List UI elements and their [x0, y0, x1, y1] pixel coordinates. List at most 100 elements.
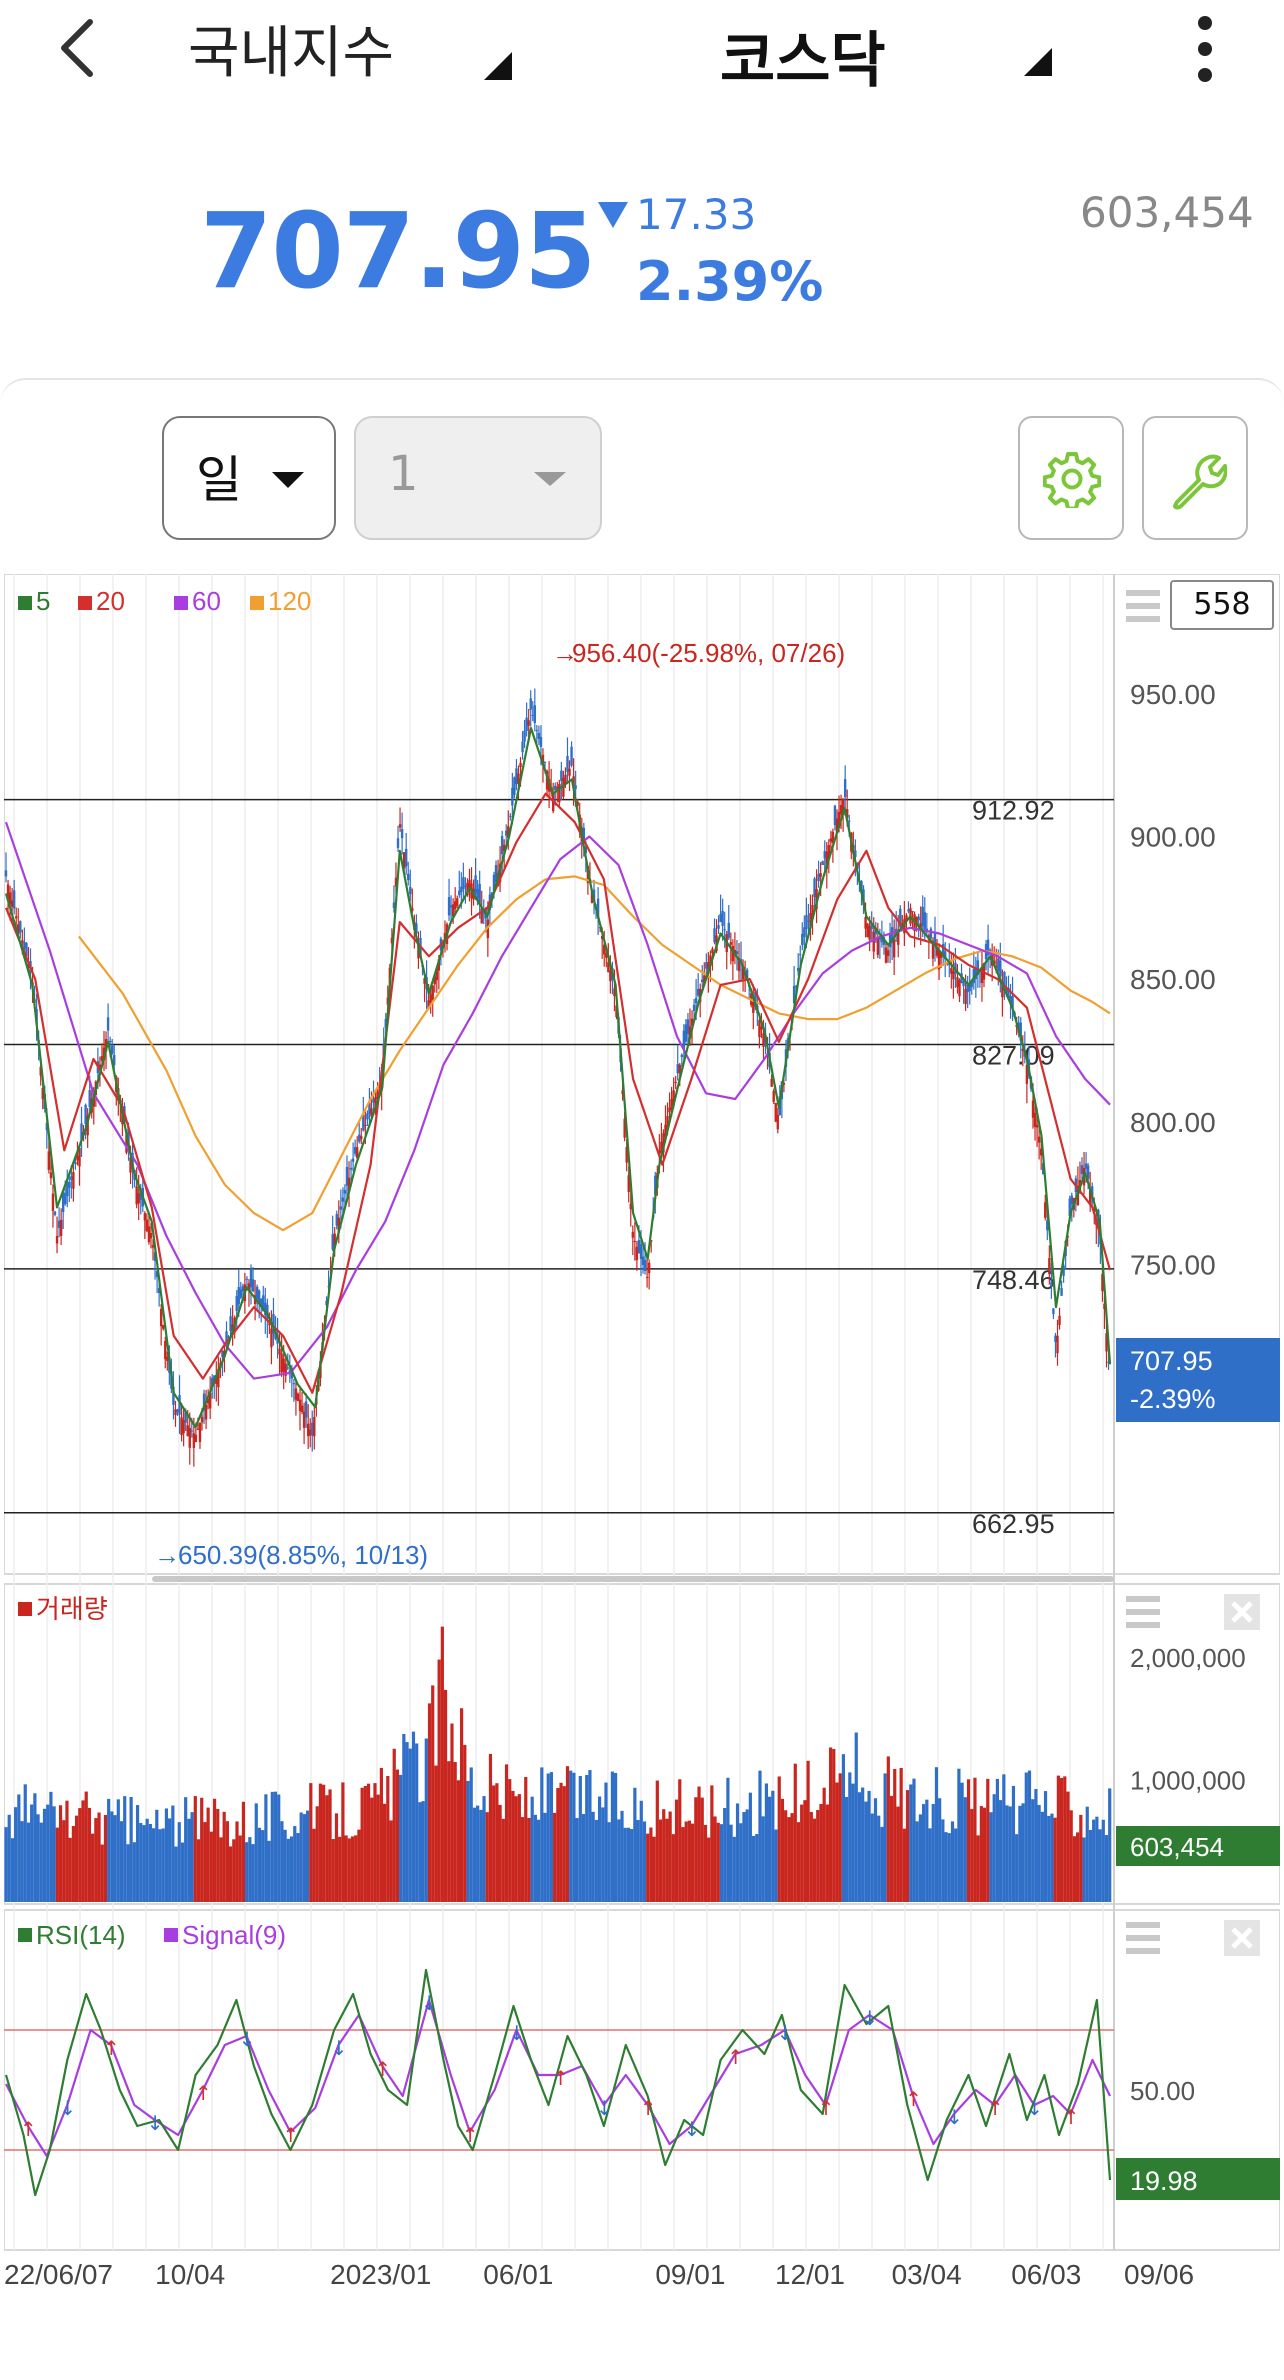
volume-bar — [453, 1762, 457, 1902]
volume-bar — [1108, 1788, 1112, 1902]
buy-marker-icon: ↑ — [195, 2081, 212, 2105]
period-select-button[interactable] — [162, 416, 336, 540]
candle-body — [668, 1107, 671, 1113]
candle-body — [874, 927, 877, 935]
candle-body — [15, 916, 18, 919]
x-tick-label: 10/04 — [155, 2259, 225, 2286]
candle-body — [278, 1348, 281, 1355]
candle-body — [255, 1286, 259, 1300]
legend-label: 60 — [192, 586, 221, 616]
back-arrow-icon[interactable] — [48, 10, 118, 86]
volume-bar — [726, 1777, 730, 1902]
volume-bar — [10, 1838, 15, 1902]
volume-bar — [800, 1804, 804, 1902]
volume-bar — [626, 1827, 631, 1902]
volume-bar — [700, 1797, 704, 1902]
candle-body — [229, 1316, 232, 1332]
buy-marker-icon: ↑ — [905, 2087, 922, 2111]
volume-bar — [517, 1794, 521, 1902]
hamburger-icon — [1126, 1922, 1160, 1954]
more-vertical-icon[interactable] — [1190, 16, 1220, 82]
index-dropdown-icon[interactable] — [1024, 48, 1052, 76]
level-label: 748.46 — [972, 1265, 1055, 1295]
candle-body — [366, 1113, 369, 1120]
sell-marker-icon: ↓ — [147, 2111, 164, 2135]
volume-bar — [540, 1767, 544, 1902]
volume-bar — [325, 1795, 329, 1902]
volume-bar — [735, 1803, 740, 1902]
price-chart[interactable]: 950.00900.00850.00800.00750.00700.00912.… — [4, 574, 1280, 2286]
candle-body — [533, 705, 537, 723]
candle-body — [1107, 1361, 1110, 1364]
candle-body — [23, 942, 26, 949]
chart-settings-button[interactable] — [1018, 416, 1124, 540]
volume-bar — [399, 1774, 403, 1902]
candle-body — [941, 943, 945, 957]
volume-bar — [944, 1832, 948, 1902]
volume-bar — [601, 1807, 605, 1902]
volume-bar — [755, 1834, 759, 1902]
candle-body — [280, 1353, 283, 1373]
volume-bar — [148, 1823, 152, 1902]
volume-bar — [893, 1768, 897, 1902]
candle-body — [782, 1082, 786, 1085]
volume-bar — [1037, 1804, 1041, 1902]
candle-body — [10, 900, 14, 907]
market-selector[interactable]: 국내지수 — [188, 21, 395, 86]
x-tick-label: 12/01 — [775, 2259, 845, 2286]
sell-marker-icon: ↓ — [421, 1991, 438, 2015]
candle-body — [631, 1231, 635, 1238]
candle-body — [607, 962, 610, 973]
candle-body — [854, 850, 857, 858]
volume-bar — [450, 1723, 454, 1902]
volume-bar — [376, 1794, 380, 1902]
candle-body — [511, 787, 514, 806]
volume-bar — [39, 1822, 43, 1902]
candle-body — [502, 844, 506, 852]
candle-body — [282, 1358, 285, 1372]
volume-bar — [1092, 1819, 1096, 1902]
volume-bar — [774, 1829, 778, 1902]
volume-bar — [103, 1814, 108, 1902]
candle-body — [923, 912, 926, 930]
volume-bar — [36, 1814, 40, 1902]
volume-bar — [174, 1846, 178, 1902]
candle-body — [897, 931, 900, 945]
volume-bar — [678, 1779, 682, 1902]
volume-bar — [841, 1754, 846, 1902]
chart-tools-button[interactable] — [1142, 416, 1248, 540]
volume-bar — [119, 1821, 124, 1902]
y-tick-label: 900.00 — [1130, 822, 1216, 853]
candle-body — [721, 910, 724, 927]
volume-bar — [171, 1805, 175, 1902]
volume-bar — [1043, 1791, 1048, 1902]
candle-body — [8, 892, 12, 905]
volume-bar — [838, 1773, 842, 1902]
volume-bar — [915, 1821, 919, 1902]
volume-bar — [328, 1789, 332, 1902]
visible-bar-count[interactable]: 558 — [1170, 580, 1274, 630]
volume-bar — [796, 1822, 801, 1902]
x-tick-label: 09/01 — [655, 2259, 725, 2286]
candle-body — [339, 1206, 343, 1210]
interval-count-select[interactable] — [354, 416, 602, 540]
candle-body — [286, 1367, 289, 1369]
volume-bars — [4, 1626, 1112, 1902]
volume-bar — [139, 1822, 143, 1902]
candle-body — [919, 923, 922, 930]
candle-body — [429, 994, 432, 1003]
volume-bar — [68, 1837, 72, 1902]
rsi-line — [4, 1968, 1112, 2197]
volume-bar — [1085, 1806, 1089, 1902]
volume-bar — [575, 1818, 579, 1902]
volume-bar — [1082, 1837, 1086, 1902]
candle-body — [731, 946, 735, 962]
index-selector[interactable]: 코스닥 — [720, 26, 886, 96]
volume-bar — [1088, 1830, 1093, 1902]
candle-body — [664, 1124, 667, 1137]
volume-bar — [135, 1805, 140, 1902]
buy-marker-icon: ↑ — [103, 2036, 120, 2060]
legend-label: 20 — [96, 586, 125, 616]
candle-body — [933, 933, 937, 945]
market-dropdown-icon[interactable] — [484, 52, 512, 80]
